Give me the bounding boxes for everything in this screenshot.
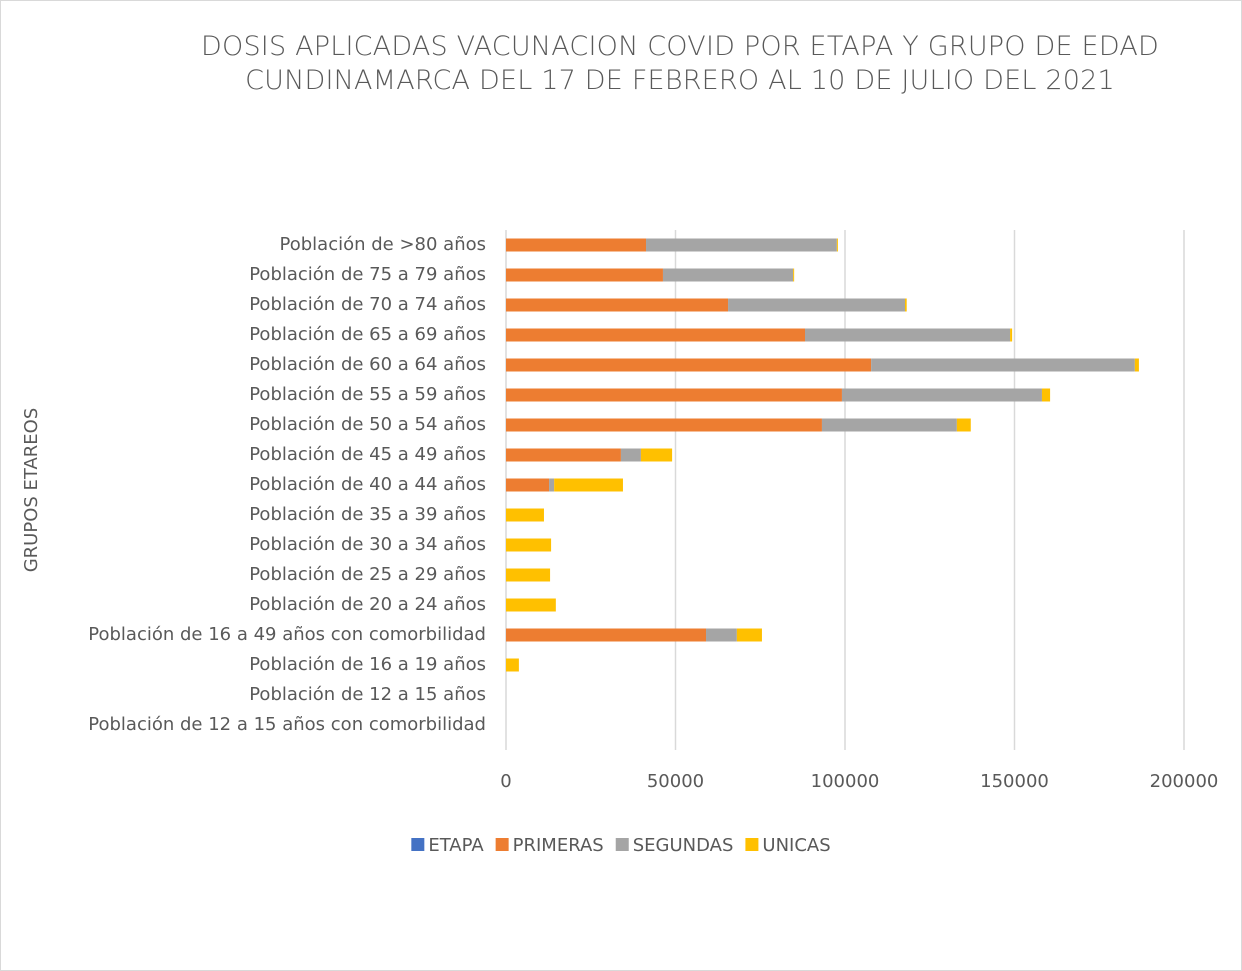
y-tick-label: Población de 16 a 19 años [249, 654, 486, 675]
y-tick-label: Población de 70 a 74 años [249, 294, 486, 315]
bar-segment [736, 628, 762, 642]
bar-segment [956, 418, 971, 432]
bar-segment [793, 268, 795, 282]
legend-label: SEGUNDAS [633, 835, 734, 856]
bar-segment [506, 298, 729, 312]
y-tick-label: Población de 45 a 49 años [249, 444, 486, 465]
y-tick-label: Población de 75 a 79 años [249, 264, 486, 285]
bar-segment [821, 418, 957, 432]
bar-segment [506, 418, 822, 432]
bar-segment [706, 628, 737, 642]
y-tick-label: Población de 60 a 64 años [249, 354, 486, 375]
bar-segment [506, 448, 621, 462]
y-tick-label: Población de 55 a 59 años [249, 384, 486, 405]
legend-swatch [411, 838, 425, 851]
legend-label: ETAPA [428, 835, 484, 856]
bar-segment [506, 358, 872, 372]
legend-swatch [615, 838, 629, 851]
legend-swatch [495, 838, 509, 851]
y-tick-label: Población de 12 a 15 años con comorbilid… [88, 714, 486, 735]
bar-segment [728, 298, 906, 312]
bar-segment [506, 508, 544, 522]
bar-segment [506, 598, 556, 612]
y-tick-label: Población de 25 a 29 años [249, 564, 486, 585]
y-axis-label: GRUPOS ETAREOS [21, 408, 42, 573]
bar-segment [646, 238, 837, 252]
bar-segment [1041, 388, 1051, 402]
bar-segment [506, 478, 550, 492]
bar-segment [640, 448, 673, 462]
bar-segment [620, 448, 641, 462]
bar-segment [804, 328, 1011, 342]
x-tick-label: 100000 [811, 771, 880, 792]
bar-segment [506, 628, 707, 642]
bar-segment [905, 298, 907, 312]
y-tick-label: Población de 65 a 69 años [249, 324, 486, 345]
bar-segment [841, 388, 1042, 402]
x-tick-label: 150000 [980, 771, 1049, 792]
bar-segment [1134, 358, 1139, 372]
bar-segment [836, 238, 838, 252]
y-tick-label: Población de 16 a 49 años con comorbilid… [88, 624, 486, 645]
chart-title: DOSIS APLICADAS VACUNACION COVID POR ETA… [201, 31, 1159, 96]
y-tick-label: Población de 30 a 34 años [249, 534, 486, 555]
y-tick-label: Población de 35 a 39 años [249, 504, 486, 525]
bar-segment [506, 268, 663, 282]
y-tick-label: Población de 20 a 24 años [249, 594, 486, 615]
bar-segment [506, 538, 552, 552]
legend-label: UNICAS [762, 835, 830, 856]
y-tick-label: Población de 50 a 54 años [249, 414, 486, 435]
legend-swatch [745, 838, 759, 851]
bar-segment [506, 328, 805, 342]
bar-segment [871, 358, 1135, 372]
bar-segment [1010, 328, 1013, 342]
bar-segment [506, 388, 842, 402]
bar-segment [549, 478, 555, 492]
bar-segment [662, 268, 794, 282]
bar-segment [506, 568, 551, 582]
bar-segment [506, 238, 647, 252]
y-tick-label: Población de 40 a 44 años [249, 474, 486, 495]
y-tick-label: Población de 12 a 15 años [249, 684, 486, 705]
bar-segment [554, 478, 623, 492]
y-tick-label: Población de >80 años [280, 234, 486, 255]
x-tick-label: 0 [500, 771, 511, 792]
bar-segment [506, 658, 519, 672]
x-tick-label: 50000 [647, 771, 704, 792]
legend-label: PRIMERAS [513, 835, 604, 856]
x-tick-label: 200000 [1150, 771, 1219, 792]
